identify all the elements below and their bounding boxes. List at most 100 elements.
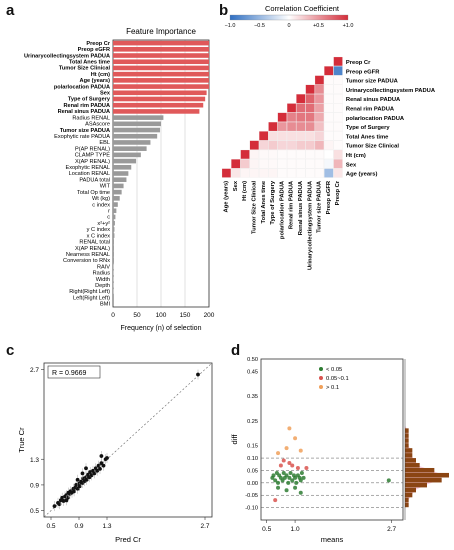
row-label-3: Urinarycollectingsystem PADUA xyxy=(346,88,436,94)
data-point-43 xyxy=(64,498,69,503)
heat-cell xyxy=(277,121,287,132)
hist-bar-14 xyxy=(405,433,409,438)
data-point-2 xyxy=(57,502,62,507)
category-label-35: Conversion to RNx xyxy=(63,258,110,264)
heat-cell xyxy=(314,103,324,113)
heat-cell xyxy=(324,168,334,178)
heat-cell xyxy=(259,168,269,178)
heat-cell xyxy=(296,168,306,178)
heat-cell xyxy=(296,159,306,169)
data-point-d-33 xyxy=(276,451,281,456)
panel-letter-c: c xyxy=(6,342,15,359)
bar-29 xyxy=(113,220,115,226)
data-point-d-28 xyxy=(287,461,292,466)
heat-cell xyxy=(268,168,278,178)
y-tick-d-2: 0.35 xyxy=(247,394,258,400)
bar-4 xyxy=(113,65,209,71)
category-label-26: c index xyxy=(92,202,110,208)
bar-19 xyxy=(113,158,137,164)
y-tick-c-0: 0.5 xyxy=(30,508,39,515)
colorbar-tick-0: −1.0 xyxy=(225,23,236,29)
category-label-19: X(AP RENAL) xyxy=(75,159,110,165)
heat-cell xyxy=(296,103,306,113)
col-label-5: Type of Surgery xyxy=(270,180,276,224)
col-label-4: Total Anes time xyxy=(261,180,267,223)
data-point-d-22 xyxy=(301,475,306,480)
heat-cell xyxy=(305,140,315,150)
bar-6 xyxy=(113,78,209,83)
heat-cell xyxy=(249,149,259,159)
col-label-12: Preop Cr xyxy=(335,180,341,205)
heat-cell xyxy=(240,168,250,178)
data-point-d-29 xyxy=(295,465,300,470)
category-label-36: RAIV xyxy=(97,264,110,270)
category-label-22: PADUA total xyxy=(79,177,110,183)
legend-label-1: 0.05~0.1 xyxy=(326,376,349,382)
bar-22 xyxy=(113,177,127,183)
col-label-1: Sex xyxy=(233,180,239,191)
data-point-d-24 xyxy=(284,488,289,493)
heat-cell xyxy=(296,140,306,150)
bar-26 xyxy=(113,202,118,207)
heat-cell xyxy=(314,94,324,104)
heat-cell xyxy=(324,159,334,169)
hist-bar-4 xyxy=(405,482,427,488)
data-point-d-13 xyxy=(288,470,293,475)
x-tick-a-4: 200 xyxy=(204,312,215,319)
heat-cell xyxy=(333,159,343,169)
data-point-d-2 xyxy=(273,478,278,483)
y-tick-d-1: 0.45 xyxy=(247,369,258,375)
colorbar-tick-3: +0.5 xyxy=(313,23,324,29)
data-point-d-20 xyxy=(298,478,303,483)
panel-letter-a: a xyxy=(6,2,15,19)
row-label-11: Sex xyxy=(346,162,357,168)
bar-14 xyxy=(113,127,161,133)
col-label-0: Age (years) xyxy=(224,181,230,213)
heat-cell xyxy=(249,140,259,150)
category-label-4: Tumor Size Clinical xyxy=(59,66,111,72)
data-point-d-4 xyxy=(276,480,281,485)
bar-23 xyxy=(113,183,124,189)
hist-bar-2 xyxy=(405,492,413,498)
row-label-5: Renal rim PADUA xyxy=(346,106,395,112)
category-label-10: Renal rim PADUA xyxy=(63,103,110,109)
r-annotation: R = 0.9669 xyxy=(52,370,87,377)
heat-cell xyxy=(305,112,315,122)
heat-cell xyxy=(277,168,287,178)
heat-cell xyxy=(268,121,278,132)
data-point-d-36 xyxy=(287,426,292,431)
colorbar-tick-1: −0.5 xyxy=(254,23,265,29)
heat-cell xyxy=(305,94,315,104)
bar-10 xyxy=(113,102,204,108)
y-tick-d-8: -0.05 xyxy=(245,493,258,499)
heat-cell xyxy=(314,112,324,122)
heat-cell xyxy=(333,75,343,85)
hist-bar-7 xyxy=(405,467,435,473)
bar-24 xyxy=(113,189,122,195)
row-label-10: Ht (cm) xyxy=(346,153,366,159)
category-label-5: Ht (cm) xyxy=(91,72,110,78)
col-label-7: Renal rim PADUA xyxy=(289,180,295,229)
heat-cell xyxy=(259,131,269,141)
category-label-32: RENAL total xyxy=(79,240,110,246)
heat-cell xyxy=(314,75,324,85)
y-tick-c-2: 1.3 xyxy=(30,457,39,464)
category-label-12: Radius RENAL xyxy=(72,115,110,121)
heat-cell xyxy=(221,168,231,178)
category-label-3: Total Anes time xyxy=(69,59,110,65)
y-tick-d-0: 0.50 xyxy=(247,357,258,363)
row-label-6: polarlocation PADUA xyxy=(346,116,405,122)
correlation-heatmap: Correlation Coefficient −1.0 −0.5 0 +0.5 +1.0… xyxy=(221,4,436,270)
heat-cell xyxy=(286,168,297,178)
heat-cell xyxy=(314,84,324,94)
bar-35 xyxy=(113,258,114,263)
legend-label-2: > 0.1 xyxy=(326,385,339,391)
heat-cell xyxy=(324,140,334,150)
heat-cell xyxy=(333,112,343,122)
heat-cell xyxy=(268,159,278,169)
colorbar-tick-2: 0 xyxy=(287,23,290,29)
bland-altman-plot: 0.50 0.45 0.35 0.25 0.15 0.10 0.05 0.00 -0.05 -0.… xyxy=(230,357,449,544)
bar-2 xyxy=(113,53,209,58)
hist-bar-5 xyxy=(405,477,442,483)
category-label-38: Width xyxy=(96,277,110,283)
